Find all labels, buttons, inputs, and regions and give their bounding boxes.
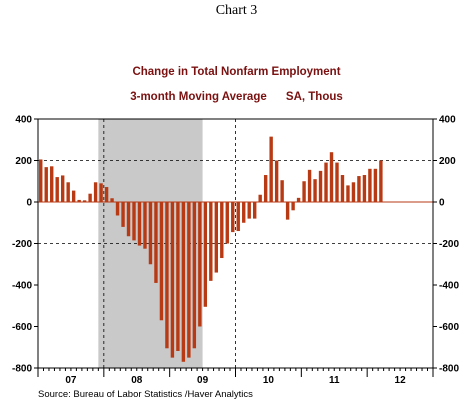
bar [137,202,142,246]
bar [225,202,229,244]
bar [132,202,136,241]
bar [77,199,81,202]
bar [82,200,87,202]
x-tick-label: 08 [131,375,143,386]
chart-number: Chart 3 [215,3,258,18]
bar [60,175,65,202]
bar [357,176,361,202]
y-tick-label: 400 [15,115,32,126]
bar [93,182,98,202]
bar [313,179,317,202]
bar [126,202,131,237]
x-tick-label: 11 [329,375,340,386]
bar [253,202,257,219]
y-tick-label: -800 [12,364,32,375]
bar [340,175,345,202]
bar [274,160,279,202]
chart-title: Change in Total Nonfarm Employment [132,66,341,78]
bar [71,190,76,202]
bar [269,136,273,202]
bar [143,202,147,249]
y-tick-label: -600 [12,322,32,333]
bar [291,202,295,211]
y-tick-label-right: 200 [439,156,456,167]
bar [115,202,120,216]
bar [302,181,306,202]
bar [55,177,59,202]
bar [231,202,235,233]
bar [214,202,218,273]
bar [192,202,197,349]
bar [379,160,383,202]
bar [203,202,208,307]
bar [362,175,367,202]
bar [154,202,158,283]
y-tick-label-right: -600 [439,322,459,333]
bar [236,202,240,232]
bar [346,185,350,202]
bar [296,197,301,202]
bar [148,202,153,265]
bar [110,198,114,202]
y-tick-label-right: -400 [439,281,459,292]
x-tick-label: 09 [197,375,209,386]
x-tick-label: 12 [395,375,407,386]
bar [324,162,328,202]
bar [335,162,339,202]
bar [44,167,48,202]
y-tick-label-right: 400 [439,115,456,126]
bar [176,202,180,351]
bar [318,170,323,202]
bar [198,202,202,327]
y-tick-label: 0 [26,198,32,209]
x-tick-label: 07 [65,375,77,386]
y-tick-label-right: -800 [439,364,459,375]
bar [187,202,191,358]
bar [159,202,164,321]
bar [258,194,262,202]
bar [50,166,54,202]
bar [242,202,246,223]
bar [88,193,92,202]
y-tick-label: -400 [12,281,32,292]
bar [39,159,43,202]
bar [373,168,378,202]
bar [165,202,169,349]
bar [280,180,284,202]
y-tick-label-right: 0 [439,198,445,209]
bar [99,183,103,202]
y-tick-label-right: -200 [439,239,459,250]
x-tick-label: 10 [263,375,275,386]
bar [66,182,70,202]
bar [170,202,175,358]
y-tick-label: -200 [12,239,32,250]
chart-subtitle: 3-month Moving Average SA, Thous [130,91,343,103]
bar [209,202,213,281]
source-note: Source: Bureau of Labor Statistics /Have… [38,389,253,400]
bar [351,182,356,202]
bar [285,202,290,220]
bar [247,202,251,219]
bar [263,175,268,202]
bar [121,202,125,227]
bar [104,187,109,202]
y-tick-label: 200 [15,156,32,167]
bar [329,152,334,202]
bar [181,202,186,362]
bar [220,202,224,259]
bar [368,168,372,202]
bar [307,169,312,202]
